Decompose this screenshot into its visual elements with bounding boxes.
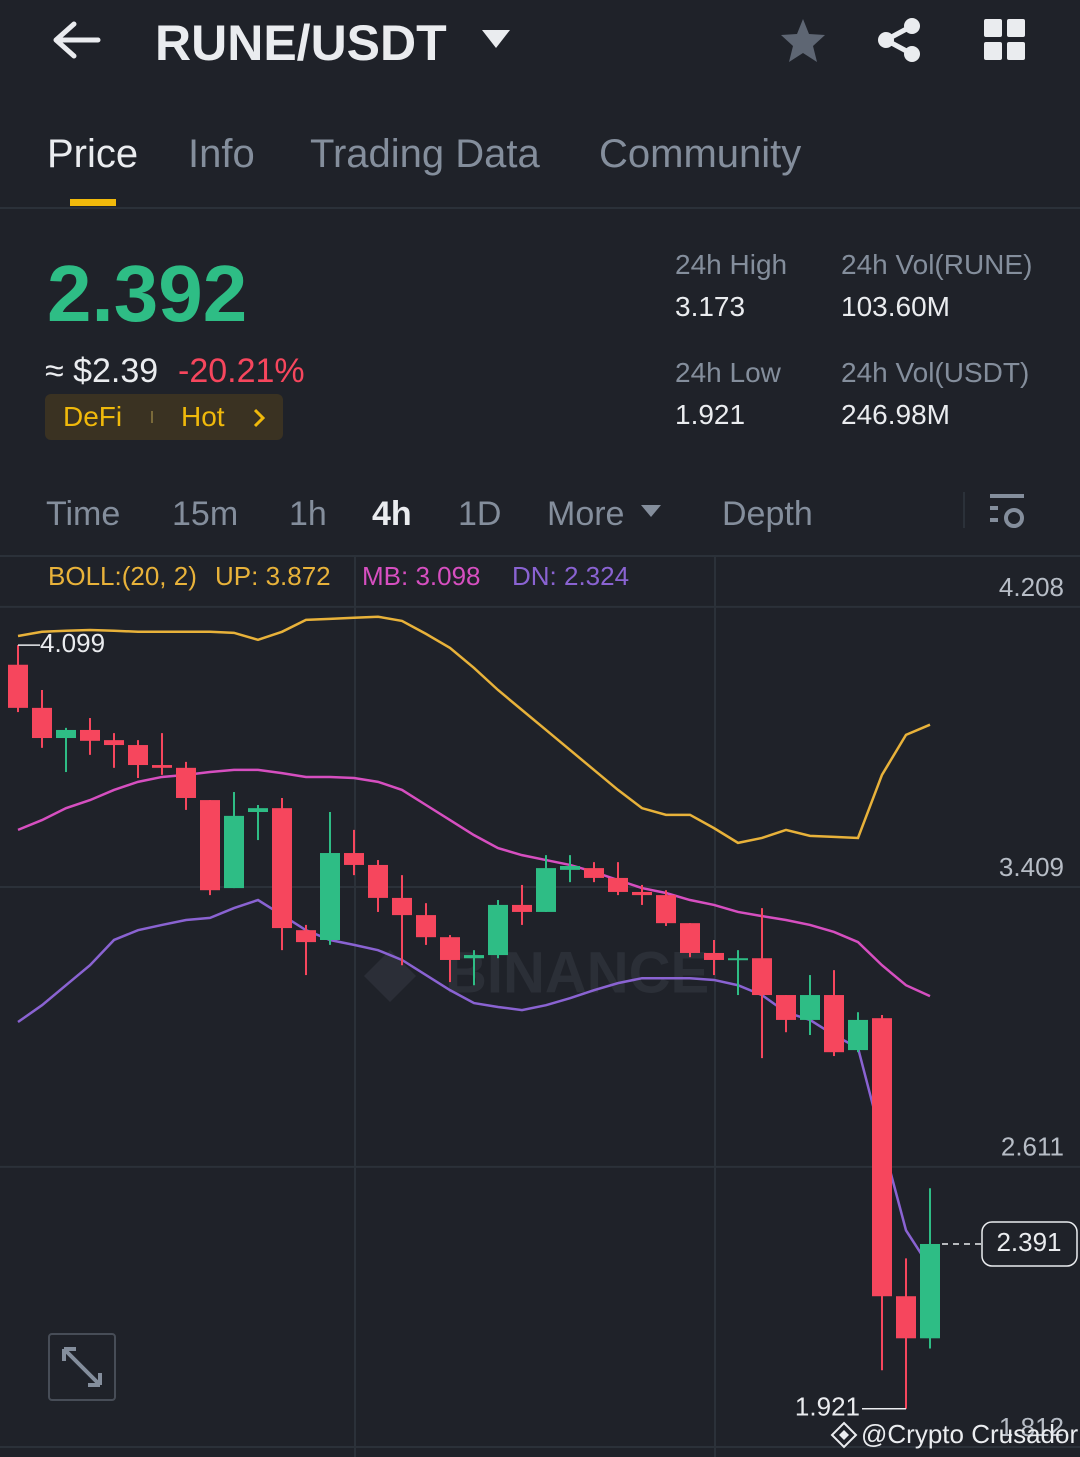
candle-body	[464, 955, 484, 959]
y-tick-label: 3.409	[999, 852, 1064, 882]
candle-body	[560, 866, 580, 870]
stat-label: 24h High	[675, 249, 788, 280]
candle-body	[776, 995, 796, 1020]
stat-value: 1.921	[675, 399, 746, 430]
candle-body	[416, 915, 436, 938]
candle-body	[608, 877, 628, 892]
tab[interactable]: Trading Data	[310, 132, 540, 176]
candle-body	[248, 808, 268, 813]
pair-title[interactable]: RUNE/USDT	[155, 15, 447, 71]
more-dropdown[interactable]	[641, 505, 663, 519]
author-watermark: @Crypto Crusador	[861, 1419, 1079, 1449]
candle-body	[920, 1243, 940, 1339]
boll-line	[17, 615, 931, 845]
interval[interactable]: Depth	[722, 495, 813, 533]
last-price-box	[981, 1221, 1078, 1267]
candle-body	[200, 800, 220, 891]
y-tick-label: 1.812	[999, 1412, 1064, 1442]
legend-entry: DN: 2.324	[512, 561, 629, 591]
tag-box[interactable]	[45, 394, 283, 440]
boll-line	[17, 768, 931, 998]
candle-body	[440, 937, 460, 960]
candle-body	[272, 808, 292, 929]
y-tick-label: 4.208	[999, 572, 1064, 602]
interval[interactable]: 1h	[289, 495, 327, 533]
candle-body	[8, 664, 28, 708]
last-price: 2.392	[47, 249, 248, 338]
candle-body	[104, 740, 124, 746]
legend-entry: UP: 3.872	[215, 561, 331, 591]
tab[interactable]: Community	[599, 132, 802, 176]
stat-label: 24h Vol(RUNE)	[841, 249, 1033, 280]
candle-body	[824, 995, 844, 1053]
candle-body	[32, 707, 52, 739]
pair-dropdown[interactable]	[482, 30, 512, 50]
expand-icon	[62, 1347, 102, 1387]
candle-body	[56, 729, 76, 739]
stat-value: 103.60M	[841, 291, 950, 322]
tag[interactable]: Hot	[181, 401, 225, 432]
indicator-label: BOLL:(20, 2)	[48, 561, 197, 591]
candle-body	[152, 765, 172, 768]
candle-body	[176, 767, 196, 798]
interval[interactable]: Time	[46, 495, 121, 533]
separator	[963, 492, 965, 528]
stat-value: 3.173	[675, 291, 746, 322]
legend-entry: MB: 3.098	[362, 561, 481, 591]
candle-body	[728, 958, 748, 961]
candle-body	[800, 995, 820, 1020]
interval[interactable]: 15m	[172, 495, 239, 533]
candle-body	[224, 815, 244, 889]
candle-body	[848, 1019, 868, 1051]
candle-body	[536, 868, 556, 912]
interval[interactable]: 4h	[372, 495, 412, 533]
tag[interactable]: DeFi	[63, 401, 123, 432]
tag-separator	[151, 411, 153, 423]
low-marker: 1.921	[795, 1392, 860, 1422]
tab-indicator	[70, 199, 116, 206]
candle-body	[680, 923, 700, 953]
candle-body	[584, 868, 604, 878]
candle-body	[704, 952, 724, 960]
watermark-icon	[830, 1421, 858, 1449]
candle-body	[320, 853, 340, 940]
divider	[0, 555, 1080, 557]
divider	[0, 207, 1080, 209]
chart-settings[interactable]	[988, 492, 1028, 530]
stat-label: 24h Low	[675, 357, 781, 388]
candle-body	[872, 1018, 892, 1297]
favorite-star[interactable]	[780, 17, 826, 63]
candle-body	[392, 897, 412, 916]
candle-body	[128, 745, 148, 766]
candle-body	[896, 1296, 916, 1339]
back-button[interactable]	[50, 20, 102, 60]
candle-body	[752, 958, 772, 996]
candle-body	[344, 853, 364, 865]
interval[interactable]: More	[547, 495, 625, 533]
high-marker: 4.099	[40, 628, 105, 658]
y-tick-label: 2.611	[1001, 1132, 1064, 1162]
stat-value: 246.98M	[841, 399, 950, 430]
grid-menu[interactable]	[984, 19, 1026, 61]
candle-body	[512, 904, 532, 912]
stat-label: 24h Vol(USDT)	[841, 357, 1030, 388]
tab[interactable]: Info	[188, 132, 255, 176]
candle-body	[632, 891, 652, 896]
candle-body	[368, 864, 388, 898]
expand-button[interactable]	[48, 1333, 116, 1401]
tab[interactable]: Price	[47, 132, 139, 176]
share-button[interactable]	[876, 17, 922, 63]
candle-body	[296, 930, 316, 943]
fiat-price: ≈ $2.39	[45, 352, 159, 390]
watermark-logo	[364, 950, 416, 1002]
interval[interactable]: 1D	[458, 495, 502, 533]
candle-body	[656, 895, 676, 924]
candle-body	[488, 904, 508, 956]
tag-chevron	[253, 408, 266, 428]
candlestick-chart: BINANCE BOLL:(20, 2) 4.2083.4092.6111.81…	[0, 557, 1080, 1457]
last-price-label: 2.391	[996, 1227, 1061, 1257]
price-change: -20.21%	[178, 352, 305, 390]
candle-body	[80, 729, 100, 741]
